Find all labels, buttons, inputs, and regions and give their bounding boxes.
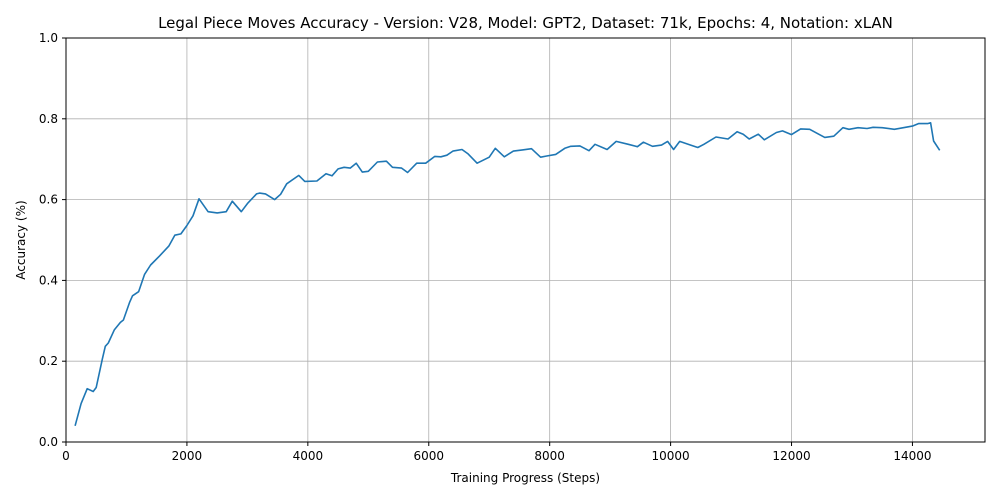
grid-lines [65,37,985,443]
accuracy-series-line [74,122,941,427]
x-tick-label: 12000 [772,449,810,463]
chart-title: Legal Piece Moves Accuracy - Version: V2… [158,14,893,32]
y-tick-label: 0.6 [39,193,58,207]
x-tick-label: 6000 [413,449,444,463]
x-tick-label: 14000 [893,449,931,463]
y-tick-label: 1.0 [39,31,58,45]
x-axis-ticks: 0 2000 4000 6000 8000 10000 12000 14000 [62,442,932,463]
x-tick-label: 0 [62,449,70,463]
y-axis-ticks: 0.0 0.2 0.4 0.6 0.8 1.0 [39,31,66,449]
x-tick-label: 8000 [534,449,565,463]
y-tick-label: 0.4 [39,273,58,287]
series-line-group [74,122,941,427]
x-axis-label: Training Progress (Steps) [450,471,600,485]
y-tick-label: 0.0 [39,435,58,449]
y-tick-label: 0.8 [39,112,58,126]
y-tick-label: 0.2 [39,354,58,368]
plot-area-frame [65,37,986,443]
x-tick-label: 10000 [652,449,690,463]
y-axis-label: Accuracy (%) [14,200,28,279]
x-tick-label: 4000 [293,449,324,463]
x-tick-label: 2000 [172,449,203,463]
